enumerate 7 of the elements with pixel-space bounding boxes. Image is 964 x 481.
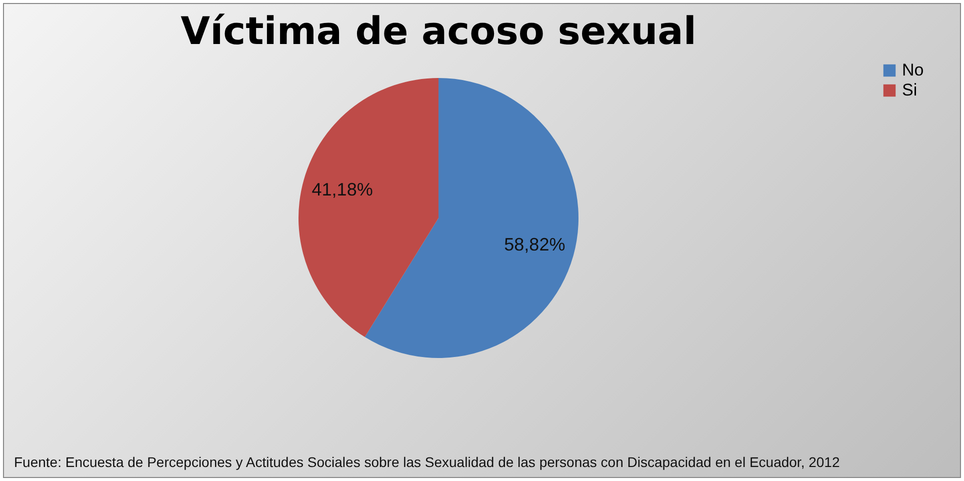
chart-title: Víctima de acoso sexual — [180, 9, 696, 53]
source-note: Fuente: Encuesta de Percepciones y Actitudes Sociales sobre las Sexualidad de las personas con Discapacidad en el Ecuador, 2012 — [14, 454, 841, 471]
legend-label: Si — [902, 80, 918, 100]
data-label: 58,82% — [504, 234, 566, 254]
legend-label: No — [902, 60, 924, 80]
data-label: 41,18% — [312, 180, 373, 200]
pie-slice — [298, 78, 438, 338]
